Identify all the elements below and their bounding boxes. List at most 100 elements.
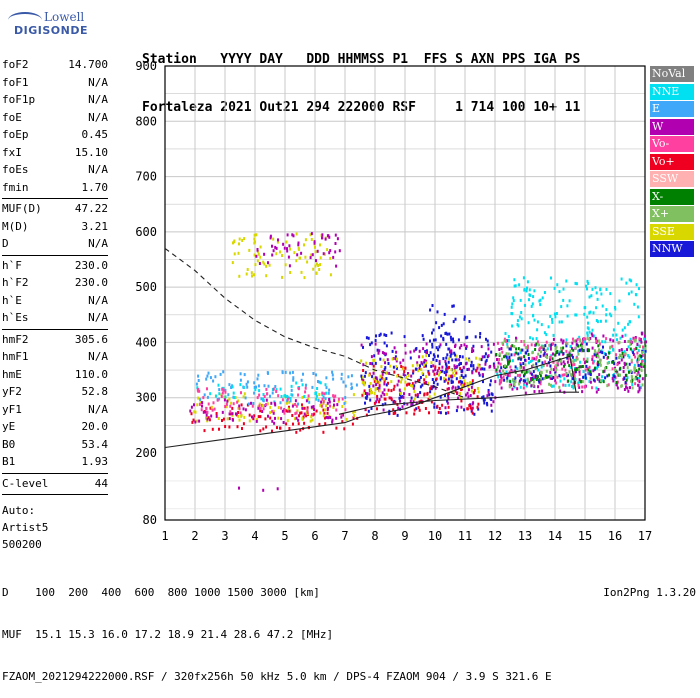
- echo-point: [460, 374, 463, 378]
- echo-point: [554, 365, 556, 369]
- echo-point: [237, 414, 240, 418]
- echo-point: [257, 384, 260, 388]
- echo-point: [592, 369, 595, 373]
- echo-point: [310, 232, 313, 236]
- echo-point: [263, 384, 266, 388]
- echo-point: [412, 371, 415, 375]
- echo-point: [530, 384, 533, 388]
- echo-point: [553, 286, 556, 290]
- echo-point: [340, 413, 343, 417]
- echo-point: [306, 408, 309, 412]
- echo-point: [588, 380, 591, 383]
- echo-point: [616, 372, 619, 376]
- param-row: foF2 14.700: [2, 56, 108, 74]
- param-name: M(D): [2, 219, 29, 233]
- echo-point: [537, 352, 540, 356]
- echo-point: [604, 319, 607, 323]
- echo-point: [319, 411, 322, 415]
- echo-point: [271, 409, 274, 413]
- echo-cluster: [189, 398, 344, 425]
- echo-point: [620, 277, 623, 281]
- echo-point: [371, 362, 374, 366]
- echo-point: [571, 377, 574, 381]
- echo-point: [599, 287, 602, 291]
- echo-point: [406, 402, 409, 406]
- echo-point: [549, 343, 552, 347]
- echo-point: [597, 388, 600, 391]
- echo-point: [473, 412, 476, 416]
- param-value: N/A: [88, 350, 108, 363]
- echo-cluster: [196, 386, 347, 417]
- echo-point: [198, 419, 201, 423]
- echo-point: [641, 332, 643, 336]
- echo-point: [243, 237, 246, 241]
- echo-point: [265, 398, 268, 402]
- echo-point: [370, 407, 373, 410]
- echo-point: [365, 336, 368, 340]
- echo-point: [532, 380, 535, 384]
- echo-point: [534, 348, 537, 351]
- echo-point: [468, 358, 471, 362]
- echo-point: [508, 355, 511, 359]
- echo-point: [377, 380, 380, 384]
- echo-point: [300, 251, 303, 255]
- echo-point: [228, 397, 231, 401]
- echo-point: [582, 370, 585, 373]
- echo-point: [546, 363, 549, 367]
- echo-point: [338, 249, 341, 253]
- echo-point: [470, 360, 473, 364]
- param-name: foEs: [2, 163, 29, 176]
- param-name: h`E: [2, 293, 22, 307]
- echo-point: [583, 340, 586, 344]
- echo-point: [230, 401, 233, 405]
- echo-point: [196, 403, 199, 407]
- echo-point: [394, 357, 397, 361]
- echo-point: [548, 382, 551, 386]
- echo-point: [213, 407, 216, 411]
- echo-point: [583, 306, 586, 310]
- echo-point: [262, 427, 265, 431]
- echo-point: [439, 343, 442, 347]
- echo-point: [604, 366, 607, 370]
- echo-point: [430, 364, 433, 368]
- echo-point: [552, 333, 555, 337]
- echo-point: [231, 261, 234, 265]
- echo-point: [361, 393, 364, 397]
- echo-point: [240, 403, 243, 407]
- echo-point: [594, 350, 597, 354]
- echo-point: [480, 345, 483, 349]
- echo-point: [634, 338, 637, 342]
- echo-point: [283, 411, 286, 415]
- echo-point: [374, 342, 377, 346]
- echo-point: [442, 376, 445, 380]
- echo-point: [550, 354, 553, 358]
- echo-point: [325, 415, 328, 419]
- echo-point: [423, 358, 426, 362]
- echo-point: [428, 411, 430, 415]
- echo-point: [319, 381, 322, 385]
- echo-point: [420, 368, 423, 371]
- echo-point: [251, 404, 254, 408]
- echo-point: [221, 419, 223, 422]
- echo-point: [618, 353, 621, 357]
- echo-point: [632, 353, 635, 357]
- echo-point: [209, 392, 212, 396]
- echo-point: [333, 399, 336, 403]
- echo-point: [295, 232, 298, 236]
- echo-point: [373, 354, 376, 358]
- param-value: 1.70: [81, 180, 109, 194]
- echo-point: [296, 409, 299, 413]
- echo-point: [563, 362, 566, 366]
- echo-point: [455, 358, 458, 362]
- echo-point: [463, 408, 466, 412]
- echo-point: [528, 370, 531, 373]
- echo-point: [301, 417, 304, 421]
- echo-point: [190, 405, 193, 409]
- echo-point: [621, 351, 624, 355]
- echo-point: [411, 364, 414, 368]
- echo-point: [524, 379, 527, 383]
- echo-point: [375, 383, 378, 387]
- echo-point: [259, 407, 262, 410]
- echo-point: [626, 348, 628, 352]
- echo-point: [640, 340, 643, 344]
